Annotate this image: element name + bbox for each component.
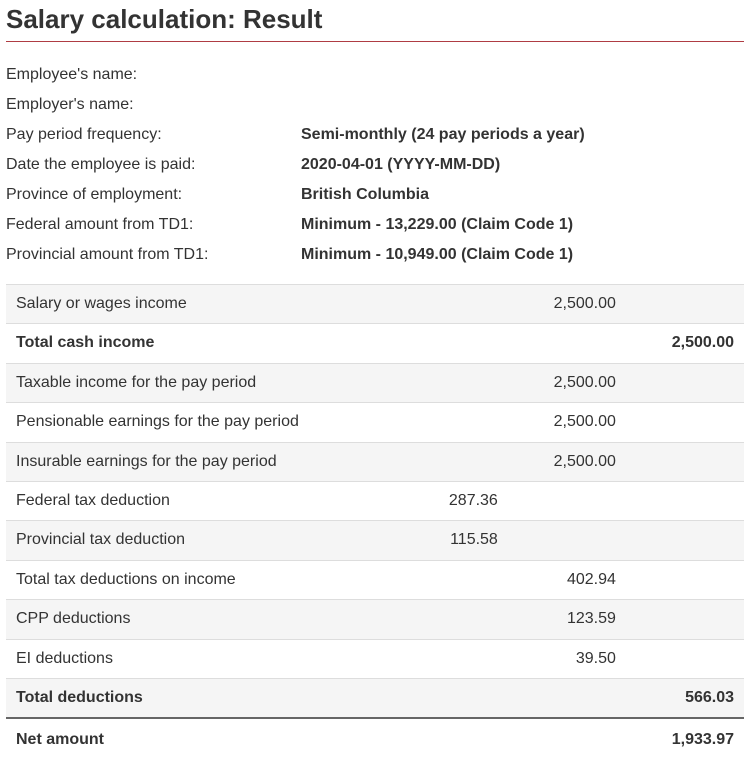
cell-col3 xyxy=(508,324,626,363)
row-ei: EI deductions 39.50 xyxy=(6,639,744,678)
info-row-provincial-td1: Provincial amount from TD1: Minimum - 10… xyxy=(6,240,744,270)
row-insurable: Insurable earnings for the pay period 2,… xyxy=(6,442,744,481)
cell-col4 xyxy=(626,285,744,324)
cell-col2 xyxy=(390,442,508,481)
page-title: Salary calculation: Result xyxy=(6,4,744,42)
cell-col2 xyxy=(390,285,508,324)
cell-col3 xyxy=(508,678,626,718)
info-label: Pay period frequency: xyxy=(6,123,301,147)
cell-col4 xyxy=(626,442,744,481)
cell-col3: 2,500.00 xyxy=(508,285,626,324)
row-net-amount: Net amount 1,933.97 xyxy=(6,718,744,759)
cell-col4 xyxy=(626,363,744,402)
cell-col4: 1,933.97 xyxy=(626,718,744,759)
cell-label: Total tax deductions on income xyxy=(6,560,390,599)
row-total-tax: Total tax deductions on income 402.94 xyxy=(6,560,744,599)
cell-col4 xyxy=(626,600,744,639)
cell-col4 xyxy=(626,560,744,599)
row-salary-income: Salary or wages income 2,500.00 xyxy=(6,285,744,324)
cell-label: Pensionable earnings for the pay period xyxy=(6,403,390,442)
info-value: Minimum - 10,949.00 (Claim Code 1) xyxy=(301,243,573,267)
cell-col3: 2,500.00 xyxy=(508,363,626,402)
cell-label: Insurable earnings for the pay period xyxy=(6,442,390,481)
info-value: British Columbia xyxy=(301,183,429,207)
cell-col2 xyxy=(390,639,508,678)
info-label: Date the employee is paid: xyxy=(6,153,301,177)
info-label: Province of employment: xyxy=(6,183,301,207)
cell-col3: 39.50 xyxy=(508,639,626,678)
info-row-pay-date: Date the employee is paid: 2020-04-01 (Y… xyxy=(6,150,744,180)
info-row-federal-td1: Federal amount from TD1: Minimum - 13,22… xyxy=(6,210,744,240)
cell-col2 xyxy=(390,600,508,639)
cell-col3: 2,500.00 xyxy=(508,403,626,442)
cell-col3 xyxy=(508,521,626,560)
calculation-table: Salary or wages income 2,500.00 Total ca… xyxy=(6,284,744,760)
cell-col3: 123.59 xyxy=(508,600,626,639)
cell-col2 xyxy=(390,560,508,599)
row-cpp: CPP deductions 123.59 xyxy=(6,600,744,639)
cell-col2 xyxy=(390,324,508,363)
info-row-employee-name: Employee's name: xyxy=(6,60,744,90)
row-federal-tax: Federal tax deduction 287.36 xyxy=(6,481,744,520)
cell-col2 xyxy=(390,363,508,402)
cell-col3: 2,500.00 xyxy=(508,442,626,481)
row-pensionable: Pensionable earnings for the pay period … xyxy=(6,403,744,442)
cell-col4 xyxy=(626,521,744,560)
cell-col4 xyxy=(626,481,744,520)
cell-label: Total cash income xyxy=(6,324,390,363)
cell-col3 xyxy=(508,481,626,520)
employee-info-block: Employee's name: Employer's name: Pay pe… xyxy=(6,60,744,270)
cell-col4 xyxy=(626,639,744,678)
info-row-province: Province of employment: British Columbia xyxy=(6,180,744,210)
cell-label: Federal tax deduction xyxy=(6,481,390,520)
info-label: Employer's name: xyxy=(6,93,301,117)
cell-label: EI deductions xyxy=(6,639,390,678)
row-taxable-income: Taxable income for the pay period 2,500.… xyxy=(6,363,744,402)
cell-col2 xyxy=(390,718,508,759)
info-row-employer-name: Employer's name: xyxy=(6,90,744,120)
cell-col4: 2,500.00 xyxy=(626,324,744,363)
info-label: Provincial amount from TD1: xyxy=(6,243,301,267)
info-label: Federal amount from TD1: xyxy=(6,213,301,237)
row-total-cash-income: Total cash income 2,500.00 xyxy=(6,324,744,363)
cell-label: Total deductions xyxy=(6,678,390,718)
cell-col4 xyxy=(626,403,744,442)
cell-col3: 402.94 xyxy=(508,560,626,599)
cell-col4: 566.03 xyxy=(626,678,744,718)
cell-label: Taxable income for the pay period xyxy=(6,363,390,402)
cell-col3 xyxy=(508,718,626,759)
info-label: Employee's name: xyxy=(6,63,301,87)
info-value: Minimum - 13,229.00 (Claim Code 1) xyxy=(301,213,573,237)
row-provincial-tax: Provincial tax deduction 115.58 xyxy=(6,521,744,560)
info-value: Semi-monthly (24 pay periods a year) xyxy=(301,123,585,147)
row-total-deductions: Total deductions 566.03 xyxy=(6,678,744,718)
cell-col2 xyxy=(390,678,508,718)
info-row-pay-frequency: Pay period frequency: Semi-monthly (24 p… xyxy=(6,120,744,150)
cell-col2: 287.36 xyxy=(390,481,508,520)
cell-label: Net amount xyxy=(6,718,390,759)
info-value: 2020-04-01 (YYYY-MM-DD) xyxy=(301,153,500,177)
cell-col2 xyxy=(390,403,508,442)
cell-label: CPP deductions xyxy=(6,600,390,639)
cell-label: Provincial tax deduction xyxy=(6,521,390,560)
cell-label: Salary or wages income xyxy=(6,285,390,324)
cell-col2: 115.58 xyxy=(390,521,508,560)
